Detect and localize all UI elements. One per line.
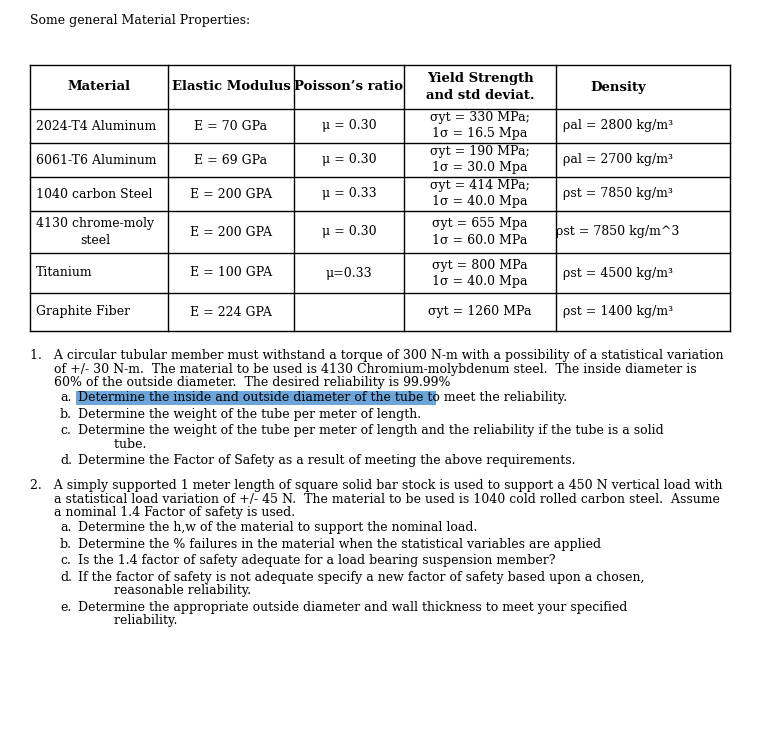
- Text: E = 100 GPA: E = 100 GPA: [190, 267, 272, 279]
- Text: ρst = 4500 kg/m³: ρst = 4500 kg/m³: [563, 267, 673, 279]
- Text: b.: b.: [60, 538, 72, 551]
- Text: Determine the weight of the tube per meter of length.: Determine the weight of the tube per met…: [78, 407, 421, 421]
- Text: 2024-T4 Aluminum: 2024-T4 Aluminum: [36, 120, 157, 133]
- Text: reasonable reliability.: reasonable reliability.: [78, 584, 251, 597]
- Text: 60% of the outside diameter.  The desired reliability is 99.99%: 60% of the outside diameter. The desired…: [30, 376, 451, 389]
- Text: E = 69 GPa: E = 69 GPa: [194, 154, 267, 166]
- Text: Determine the inside and outside diameter of the tube to meet the reliability.: Determine the inside and outside diamete…: [78, 391, 567, 404]
- Text: μ=0.33: μ=0.33: [325, 267, 372, 279]
- Text: If the factor of safety is not adequate specify a new factor of safety based upo: If the factor of safety is not adequate …: [78, 571, 644, 583]
- Text: 1.   A circular tubular member must withstand a torque of 300 N-m with a possibi: 1. A circular tubular member must withst…: [30, 349, 724, 362]
- Text: 6061-T6 Aluminum: 6061-T6 Aluminum: [36, 154, 157, 166]
- Text: E = 224 GPA: E = 224 GPA: [190, 306, 272, 318]
- Text: E = 200 GPA: E = 200 GPA: [190, 187, 272, 201]
- Text: Elastic Modulus: Elastic Modulus: [172, 80, 290, 94]
- Text: Yield Strength
and std deviat.: Yield Strength and std deviat.: [426, 72, 534, 102]
- Text: Graphite Fiber: Graphite Fiber: [36, 306, 130, 318]
- Text: ρst = 7850 kg/m^3: ρst = 7850 kg/m^3: [556, 225, 680, 238]
- Text: Some general Material Properties:: Some general Material Properties:: [30, 14, 250, 27]
- Text: of +/- 30 N-m.  The material to be used is 4130 Chromium-molybdenum steel.  The : of +/- 30 N-m. The material to be used i…: [30, 363, 697, 375]
- Text: d.: d.: [60, 571, 72, 583]
- Text: Titanium: Titanium: [36, 267, 92, 279]
- Text: c.: c.: [60, 424, 71, 437]
- Text: E = 200 GPA: E = 200 GPA: [190, 225, 272, 238]
- Text: reliability.: reliability.: [78, 614, 177, 627]
- Text: E = 70 GPa: E = 70 GPa: [194, 120, 267, 133]
- Text: 4130 chrome-moly
steel: 4130 chrome-moly steel: [36, 217, 154, 246]
- Text: μ = 0.30: μ = 0.30: [322, 154, 377, 166]
- Text: Determine the h,w of the material to support the nominal load.: Determine the h,w of the material to sup…: [78, 521, 478, 534]
- Text: a nominal 1.4 Factor of safety is used.: a nominal 1.4 Factor of safety is used.: [30, 506, 295, 519]
- Text: μ = 0.33: μ = 0.33: [322, 187, 377, 201]
- Text: 1040 carbon Steel: 1040 carbon Steel: [36, 187, 152, 201]
- Text: b.: b.: [60, 407, 72, 421]
- Text: ρal = 2800 kg/m³: ρal = 2800 kg/m³: [563, 120, 673, 133]
- Text: tube.: tube.: [78, 437, 147, 451]
- Text: 2.   A simply supported 1 meter length of square solid bar stock is used to supp: 2. A simply supported 1 meter length of …: [30, 479, 723, 492]
- Text: μ = 0.30: μ = 0.30: [322, 120, 377, 133]
- Text: Density: Density: [590, 80, 646, 94]
- Text: Poisson’s ratio: Poisson’s ratio: [294, 80, 403, 94]
- Text: Is the 1.4 factor of safety adequate for a load bearing suspension member?: Is the 1.4 factor of safety adequate for…: [78, 554, 555, 567]
- Text: ρst = 1400 kg/m³: ρst = 1400 kg/m³: [563, 306, 673, 318]
- Text: σyt = 330 MPa;
1σ = 16.5 Mpa: σyt = 330 MPa; 1σ = 16.5 Mpa: [430, 112, 530, 141]
- Text: Determine the Factor of Safety as a result of meeting the above requirements.: Determine the Factor of Safety as a resu…: [78, 454, 575, 467]
- Text: σyt = 1260 MPa: σyt = 1260 MPa: [429, 306, 532, 318]
- Text: a statistical load variation of +/- 45 N.  The material to be used is 1040 cold : a statistical load variation of +/- 45 N…: [30, 493, 720, 506]
- Bar: [30, 65, 730, 331]
- Text: c.: c.: [60, 554, 71, 567]
- Text: μ = 0.30: μ = 0.30: [322, 225, 377, 238]
- Text: a.: a.: [60, 391, 71, 404]
- Text: a.: a.: [60, 521, 71, 534]
- Text: σyt = 414 MPa;
1σ = 40.0 Mpa: σyt = 414 MPa; 1σ = 40.0 Mpa: [430, 180, 530, 208]
- Text: σyt = 190 MPa;
1σ = 30.0 Mpa: σyt = 190 MPa; 1σ = 30.0 Mpa: [430, 145, 530, 175]
- Text: d.: d.: [60, 454, 72, 467]
- Text: Material: Material: [67, 80, 131, 94]
- Text: Determine the appropriate outside diameter and wall thickness to meet your speci: Determine the appropriate outside diamet…: [78, 601, 627, 613]
- Text: σyt = 655 Mpa
1σ = 60.0 MPa: σyt = 655 Mpa 1σ = 60.0 MPa: [432, 217, 528, 246]
- Text: σyt = 800 MPa
1σ = 40.0 Mpa: σyt = 800 MPa 1σ = 40.0 Mpa: [432, 258, 528, 288]
- Text: Determine the weight of the tube per meter of length and the reliability if the : Determine the weight of the tube per met…: [78, 424, 664, 437]
- Text: ρal = 2700 kg/m³: ρal = 2700 kg/m³: [563, 154, 673, 166]
- Bar: [76, 390, 436, 405]
- Text: ρst = 7850 kg/m³: ρst = 7850 kg/m³: [563, 187, 673, 201]
- Text: e.: e.: [60, 601, 71, 613]
- Text: Determine the % failures in the material when the statistical variables are appl: Determine the % failures in the material…: [78, 538, 601, 551]
